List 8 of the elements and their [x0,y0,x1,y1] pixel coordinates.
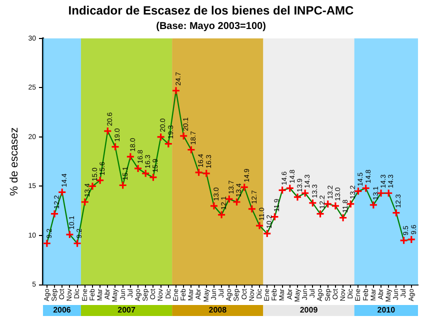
chart-title: Indicador de Escasez de los bienes del INPC-AMC [68,4,354,18]
band-label: 2008 [208,306,228,315]
band-label: 2006 [53,306,72,315]
band-label: 2009 [300,306,318,315]
chart-subtitle: (Base: Mayo 2003=100) [156,21,266,32]
band-label: 2010 [377,306,396,315]
y-axis-title: % de escasez [8,127,21,196]
band-label: 2007 [118,306,136,315]
